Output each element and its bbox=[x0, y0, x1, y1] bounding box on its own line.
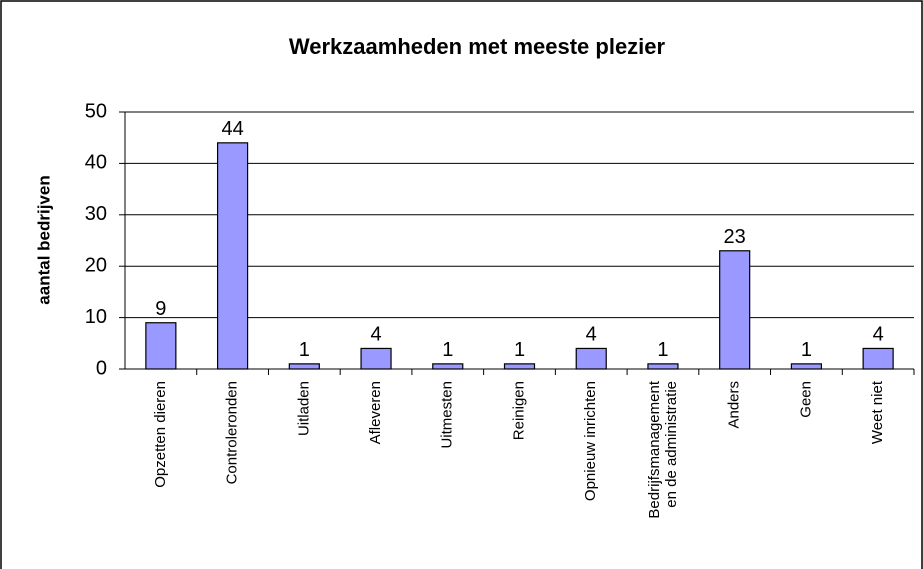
x-tick-label: Uitladen bbox=[295, 381, 312, 436]
x-tick-label: Anders bbox=[726, 381, 743, 429]
x-tick-label: Afleveren bbox=[367, 381, 384, 444]
value-label: 1 bbox=[442, 339, 453, 361]
value-label: 23 bbox=[724, 226, 746, 248]
bar bbox=[862, 347, 894, 370]
bar bbox=[719, 250, 751, 370]
y-tick-label: 10 bbox=[85, 306, 107, 328]
y-tick-label: 20 bbox=[85, 254, 107, 276]
bar bbox=[575, 347, 607, 370]
bar bbox=[360, 347, 392, 370]
value-label: 4 bbox=[370, 324, 381, 346]
bar bbox=[288, 363, 320, 370]
x-tick-label: Geen bbox=[797, 381, 814, 418]
y-tick-label: 40 bbox=[85, 152, 107, 174]
x-tick-label: Opnieuw inrichten bbox=[582, 381, 599, 501]
x-tick-label: Bedrijfsmanagementen de administratie bbox=[646, 380, 680, 518]
y-tick-label: 30 bbox=[85, 203, 107, 225]
x-tick-label: Reinigen bbox=[510, 381, 527, 440]
value-label: 9 bbox=[155, 298, 166, 320]
y-tick-label: 50 bbox=[85, 100, 107, 122]
value-label: 4 bbox=[586, 324, 597, 346]
x-tick-label: Controleronden bbox=[224, 381, 241, 484]
x-tick-label: Weet niet bbox=[869, 380, 886, 444]
value-label: 4 bbox=[873, 324, 884, 346]
value-label: 1 bbox=[657, 339, 668, 361]
x-tick-label: Uitmesten bbox=[439, 381, 456, 449]
y-tick-label: 0 bbox=[96, 357, 107, 379]
y-axis-label: aantal bedrijven bbox=[34, 175, 53, 304]
bar bbox=[790, 363, 823, 370]
value-label: 1 bbox=[514, 339, 525, 361]
bar bbox=[216, 142, 249, 370]
value-label: 1 bbox=[299, 339, 310, 361]
bar bbox=[647, 363, 679, 370]
x-tick-label: Opzetten dieren bbox=[152, 381, 169, 488]
bar bbox=[145, 322, 177, 370]
bar bbox=[432, 363, 464, 370]
bar bbox=[503, 363, 536, 370]
chart-title: Werkzaamheden met meeste plezier bbox=[289, 34, 666, 59]
value-label: 44 bbox=[221, 118, 243, 140]
value-label: 1 bbox=[801, 339, 812, 361]
